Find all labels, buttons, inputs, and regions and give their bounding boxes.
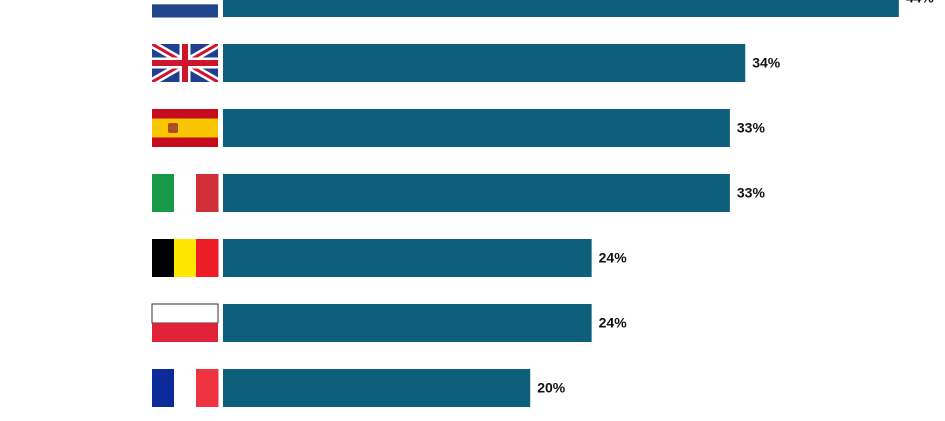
flag [152, 109, 218, 147]
flag-stripe [152, 0, 218, 5]
bar [223, 174, 730, 212]
flag [152, 369, 219, 407]
flag-stripe [151, 303, 219, 324]
flag-stripe [174, 174, 197, 212]
flag-stripe [174, 239, 197, 277]
bar [223, 369, 531, 407]
bar [223, 0, 899, 17]
flag-stripe [196, 369, 219, 407]
flag-stripe [152, 4, 218, 18]
bar [223, 239, 592, 277]
flag [151, 303, 219, 342]
flag-stripe [174, 369, 197, 407]
value-label: 24% [599, 315, 628, 331]
flag [152, 239, 219, 277]
flag-emblem [168, 123, 178, 133]
flag-stripe [196, 239, 219, 277]
flag [152, 0, 218, 18]
bar [223, 109, 730, 147]
flag-uk [152, 44, 218, 82]
bar [223, 44, 746, 82]
value-label: 24% [599, 250, 628, 266]
value-label: 34% [752, 55, 781, 71]
flag-stripe [196, 174, 219, 212]
flag-stripe [152, 239, 175, 277]
bar [223, 304, 592, 342]
flag-stripe [152, 118, 218, 138]
flag-stripe [152, 369, 175, 407]
flag-stripe [152, 323, 218, 342]
value-label: 44% [906, 0, 935, 6]
flag [152, 44, 218, 82]
value-label: 33% [737, 185, 766, 201]
value-label: 33% [737, 120, 766, 136]
flag [152, 174, 219, 212]
flag-stripe [152, 174, 175, 212]
flag-cross-red [152, 44, 218, 82]
value-label: 20% [537, 380, 566, 396]
